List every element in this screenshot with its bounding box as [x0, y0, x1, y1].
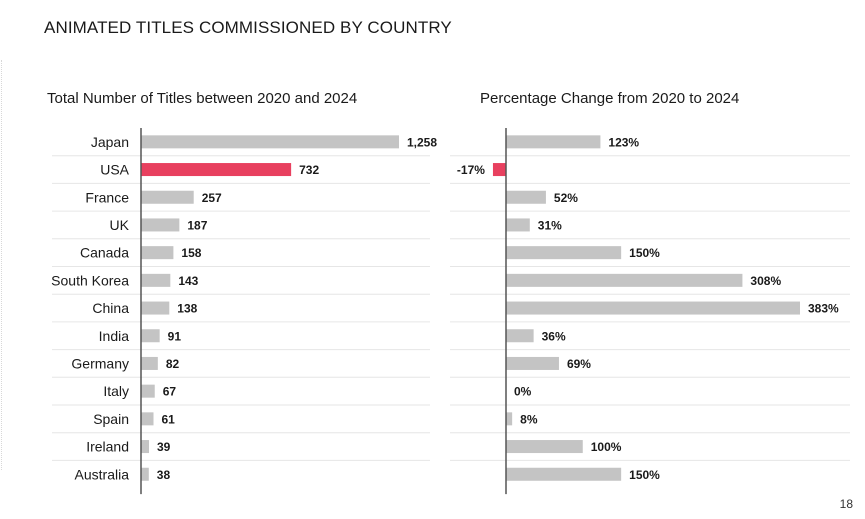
left-bar-germany: [141, 356, 158, 370]
left-value-label-japan: 1,258: [407, 135, 437, 149]
left-bar-uk: [141, 218, 180, 232]
left-value-label-italy: 67: [163, 385, 177, 399]
left-value-label-australia: 38: [157, 468, 171, 482]
category-label-australia: Australia: [75, 466, 130, 482]
left-bar-japan: [141, 135, 399, 149]
left-bar-south-korea: [141, 273, 171, 287]
left-bar-china: [141, 301, 170, 315]
category-label-india: India: [99, 328, 130, 344]
page-number: 18: [839, 497, 853, 511]
right-value-label-south-korea: 308%: [750, 274, 781, 288]
left-bar-usa: [141, 163, 292, 177]
left-value-label-france: 257: [202, 191, 222, 205]
right-bar-south-korea: [506, 273, 743, 287]
right-value-label-spain: 8%: [520, 412, 538, 426]
right-value-label-china: 383%: [808, 302, 839, 316]
edge-divider: [1, 60, 2, 470]
left-bar-france: [141, 190, 194, 204]
left-value-label-china: 138: [177, 302, 197, 316]
right-value-label-canada: 150%: [629, 246, 660, 260]
left-value-label-canada: 158: [181, 246, 201, 260]
left-bar-india: [141, 329, 160, 343]
right-value-label-france: 52%: [554, 191, 578, 205]
right-value-label-germany: 69%: [567, 357, 591, 371]
category-label-canada: Canada: [80, 245, 129, 261]
right-bar-japan: [506, 135, 601, 149]
right-bar-spain: [506, 412, 513, 426]
category-label-japan: Japan: [91, 134, 129, 150]
right-chart-title: Percentage Change from 2020 to 2024: [480, 90, 740, 107]
category-label-france: France: [85, 189, 129, 205]
left-value-label-germany: 82: [166, 357, 180, 371]
category-label-china: China: [92, 300, 129, 316]
left-bar-spain: [141, 412, 154, 426]
left-value-label-uk: 187: [187, 218, 207, 232]
right-value-label-australia: 150%: [629, 468, 660, 482]
left-value-label-south-korea: 143: [178, 274, 198, 288]
category-label-uk: UK: [110, 217, 130, 233]
left-bar-australia: [141, 467, 149, 481]
left-chart-title: Total Number of Titles between 2020 and …: [47, 90, 358, 107]
right-value-label-italy: 0%: [514, 385, 532, 399]
right-bar-france: [506, 190, 546, 204]
category-label-germany: Germany: [71, 355, 129, 371]
right-value-label-india: 36%: [542, 329, 566, 343]
right-value-label-usa: -17%: [457, 163, 485, 177]
category-label-spain: Spain: [93, 411, 129, 427]
left-bar-ireland: [141, 440, 149, 454]
category-label-ireland: Ireland: [86, 439, 129, 455]
right-bar-germany: [506, 356, 559, 370]
right-value-label-japan: 123%: [608, 135, 639, 149]
right-bar-china: [506, 301, 800, 315]
category-label-usa: USA: [100, 162, 129, 178]
right-value-label-uk: 31%: [538, 218, 562, 232]
page-title: ANIMATED TITLES COMMISSIONED BY COUNTRY: [44, 18, 452, 37]
left-value-label-ireland: 39: [157, 440, 171, 454]
left-value-label-spain: 61: [162, 412, 176, 426]
right-bar-australia: [506, 467, 622, 481]
right-bar-uk: [506, 218, 530, 232]
left-value-label-india: 91: [168, 329, 182, 343]
category-label-italy: Italy: [103, 383, 129, 399]
right-bar-india: [506, 329, 534, 343]
right-bar-ireland: [506, 440, 583, 454]
right-value-label-ireland: 100%: [591, 440, 622, 454]
right-bar-usa: [492, 163, 506, 177]
left-bar-canada: [141, 246, 174, 260]
category-label-south-korea: South Korea: [51, 272, 129, 288]
left-value-label-usa: 732: [299, 163, 319, 177]
right-bar-canada: [506, 246, 622, 260]
left-bar-italy: [141, 384, 155, 398]
